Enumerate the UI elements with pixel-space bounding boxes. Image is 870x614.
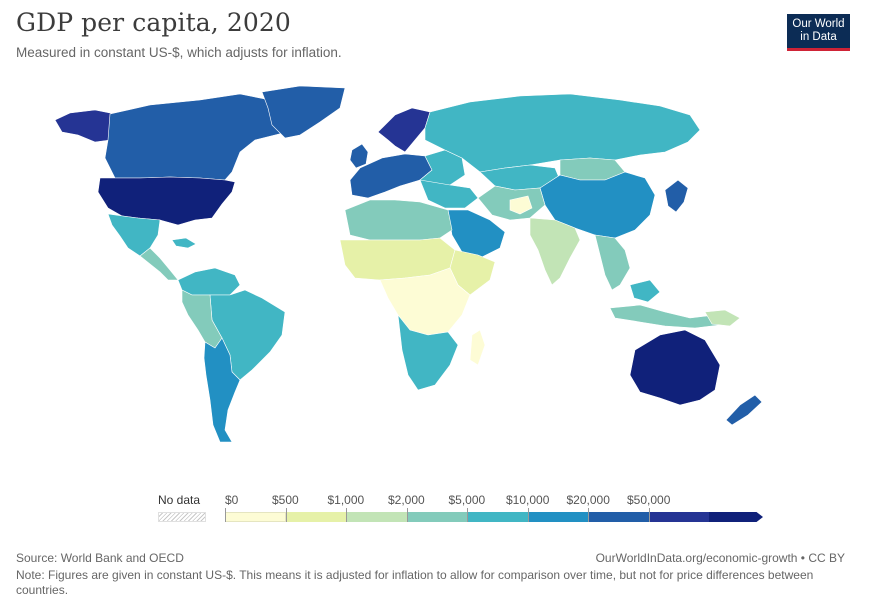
legend-color-bin[interactable]	[588, 512, 649, 522]
legend-no-data-label: No data	[158, 493, 201, 507]
region-argentina[interactable]	[203, 337, 241, 443]
footer-note: Note: Figures are given in constant US-$…	[16, 568, 814, 597]
legend-color-bin[interactable]	[467, 512, 528, 522]
chart-title: GDP per capita, 2020	[16, 8, 291, 37]
legend-bin-label: $10,000	[506, 493, 550, 507]
region-scandinavia[interactable]	[377, 107, 431, 153]
owid-logo[interactable]: Our World in Data	[787, 14, 850, 51]
region-india[interactable]	[529, 217, 581, 286]
legend-tick	[406, 508, 408, 522]
legend-no-data-swatch[interactable]	[158, 512, 206, 522]
legend-color-bin[interactable]	[346, 512, 407, 522]
region-greenland[interactable]	[261, 85, 346, 139]
region-indonesia[interactable]	[609, 304, 721, 329]
region-madagascar[interactable]	[469, 329, 486, 366]
legend-tick	[648, 508, 650, 522]
logo-line-1: Our World	[792, 18, 845, 30]
region-alaska[interactable]	[54, 109, 116, 143]
region-japan-korea[interactable]	[664, 179, 689, 213]
region-north-africa[interactable]	[344, 199, 453, 241]
region-southeast-asia[interactable]	[594, 234, 631, 291]
legend-color-bin[interactable]	[527, 512, 588, 522]
chart-subtitle: Measured in constant US-$, which adjusts…	[16, 45, 342, 60]
legend-color-bin[interactable]	[285, 512, 346, 522]
legend-bin-label: $1,000	[327, 493, 365, 507]
legend-tick	[467, 508, 468, 522]
legend-tick	[225, 508, 226, 522]
legend-bin-label: $2,000	[388, 493, 425, 507]
legend-bin-label: $500	[272, 493, 299, 507]
footer-link[interactable]: OurWorldInData.org/economic-growth • CC …	[595, 551, 845, 565]
legend-bin-label: $5,000	[448, 493, 486, 507]
legend-color-bin[interactable]	[709, 512, 763, 522]
legend-color-bin[interactable]	[648, 512, 709, 522]
legend-color-bin[interactable]	[406, 512, 467, 522]
legend-bin-label: $0	[225, 493, 239, 507]
legend-tick	[527, 508, 529, 522]
region-caribbean[interactable]	[171, 237, 197, 249]
region-turkey-middle-east[interactable]	[419, 179, 479, 209]
region-central-america[interactable]	[139, 247, 179, 281]
legend-tick	[346, 508, 347, 522]
region-southern-africa[interactable]	[397, 313, 459, 391]
region-papua[interactable]	[704, 309, 741, 327]
region-arabian-peninsula[interactable]	[447, 209, 506, 259]
region-afghanistan[interactable]	[509, 195, 533, 215]
legend-bin-label: $20,000	[566, 493, 610, 507]
region-philippines-malaysia[interactable]	[629, 279, 661, 303]
world-map[interactable]	[0, 80, 870, 480]
color-legend: No data	[0, 486, 870, 526]
region-colombia-venezuela[interactable]	[177, 267, 241, 296]
legend-tick	[588, 508, 589, 522]
legend-color-bin[interactable]	[225, 512, 286, 522]
legend-tick	[285, 508, 287, 522]
logo-line-2: in Data	[800, 30, 837, 43]
legend-bin-label: $50,000	[627, 493, 671, 507]
region-uk-ireland[interactable]	[349, 143, 369, 169]
footer-source: Source: World Bank and OECD	[16, 551, 184, 565]
region-new-zealand[interactable]	[725, 394, 763, 426]
region-australia[interactable]	[629, 329, 721, 406]
region-mexico[interactable]	[107, 213, 161, 257]
region-russia[interactable]	[424, 93, 701, 173]
region-usa[interactable]	[97, 176, 236, 226]
region-western-europe[interactable]	[349, 153, 433, 199]
